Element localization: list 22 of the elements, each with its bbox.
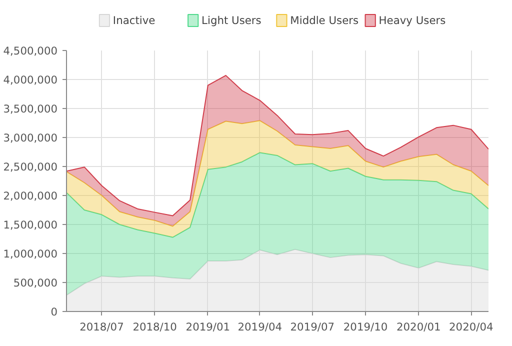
x-tick-label: 2018/10	[132, 320, 178, 334]
legend-label: Middle Users	[290, 14, 360, 27]
y-tick-label: 4,500,000	[3, 44, 58, 58]
y-tick-label: 4,000,000	[3, 74, 58, 86]
y-tick-label: 2,500,000	[3, 160, 58, 174]
x-tick-label: 2019/07	[290, 320, 335, 334]
x-tick-label: 2020/01	[396, 320, 441, 334]
legend-label: Inactive	[112, 14, 156, 27]
y-tick-label: 1,500,000	[3, 218, 58, 232]
y-tick-label: 1,000,000	[3, 248, 58, 260]
y-tick-label: 2,000,000	[3, 190, 58, 202]
y-tick-label: 500,000	[13, 276, 58, 290]
x-tick-label: 2019/04	[238, 320, 282, 334]
x-tick-label: 2019/01	[186, 320, 230, 334]
x-tick-label: 2020/04	[449, 320, 494, 334]
x-tick-label: 2018/07	[80, 320, 124, 334]
legend-label: Light Users	[202, 14, 262, 27]
y-tick-label: 0	[50, 306, 58, 318]
x-tick-label: 2019/10	[343, 320, 388, 334]
legend-label: Heavy Users	[378, 14, 446, 27]
y-tick-label: 3,000,000	[3, 132, 58, 144]
y-tick-label: 3,500,000	[3, 102, 58, 116]
